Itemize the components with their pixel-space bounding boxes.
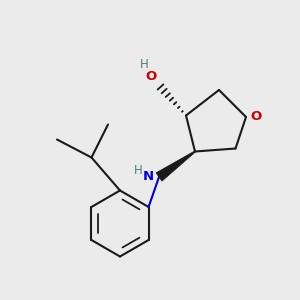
Polygon shape [156,151,195,181]
Text: H: H [140,58,148,70]
Text: O: O [250,110,262,124]
Text: H: H [134,164,143,178]
Text: N: N [142,170,154,184]
Text: O: O [146,70,157,83]
